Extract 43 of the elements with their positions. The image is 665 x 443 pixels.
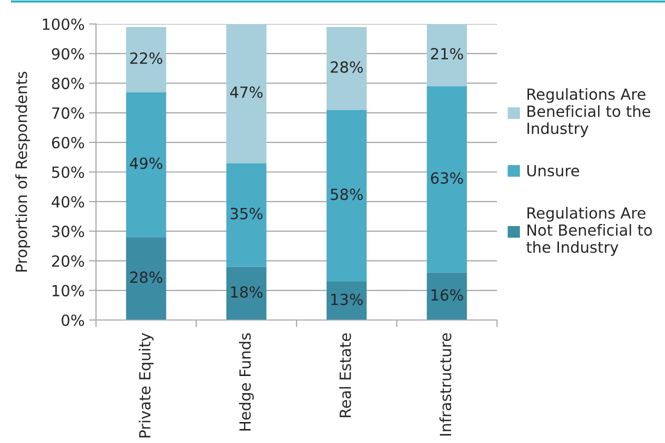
data-label: 16%: [432, 289, 464, 301]
x-tick-label: Private Equity: [138, 332, 154, 438]
bar: [226, 24, 266, 164]
legend-label: Regulations Are Beneficial to the Industry: [528, 88, 650, 138]
data-label: 49%: [130, 157, 162, 170]
y-axis-title: Proportion of Respondents: [15, 72, 30, 272]
bar: [426, 272, 467, 320]
data-label: 58%: [330, 188, 363, 200]
bar: [126, 26, 166, 92]
y-tick-label: 60%: [52, 136, 84, 148]
bar: [326, 26, 367, 110]
data-label: 22%: [130, 52, 162, 64]
legend-label: Unsure: [527, 165, 580, 176]
y-tick-label: 20%: [52, 255, 84, 267]
data-label: 18%: [231, 286, 263, 298]
bar: [126, 92, 166, 238]
data-label: 13%: [331, 294, 363, 306]
x-tick-label: Hedge Funds: [238, 333, 254, 431]
y-tick-label: 50%: [52, 166, 84, 178]
data-label: 28%: [130, 271, 162, 283]
y-tick-label: 10%: [52, 284, 84, 296]
data-label: 28%: [330, 61, 363, 73]
y-tick-label: 80%: [52, 78, 84, 90]
data-label: 47%: [230, 86, 263, 98]
y-tick-label: 40%: [52, 196, 84, 208]
bar: [426, 86, 467, 273]
y-tick-label: 100%: [42, 18, 84, 30]
x-tick-label: Infrastructure: [439, 333, 452, 436]
bar: [426, 24, 467, 86]
x-tick-label: Real Estate: [339, 333, 352, 418]
y-tick-label: 30%: [52, 226, 84, 238]
y-tick-label: 90%: [52, 48, 84, 60]
bar: [326, 110, 367, 282]
y-tick-label: 0%: [62, 314, 84, 326]
bar: [326, 282, 367, 320]
y-tick-label: 70%: [52, 107, 84, 119]
data-label: 21%: [431, 48, 464, 60]
data-label: 35%: [230, 208, 263, 220]
bar: [226, 266, 266, 320]
bar: [226, 163, 266, 267]
bar: [126, 237, 166, 320]
legend-label: Regulations Are Not Beneficial to the Industry: [526, 206, 652, 256]
data-label: 63%: [430, 172, 464, 184]
